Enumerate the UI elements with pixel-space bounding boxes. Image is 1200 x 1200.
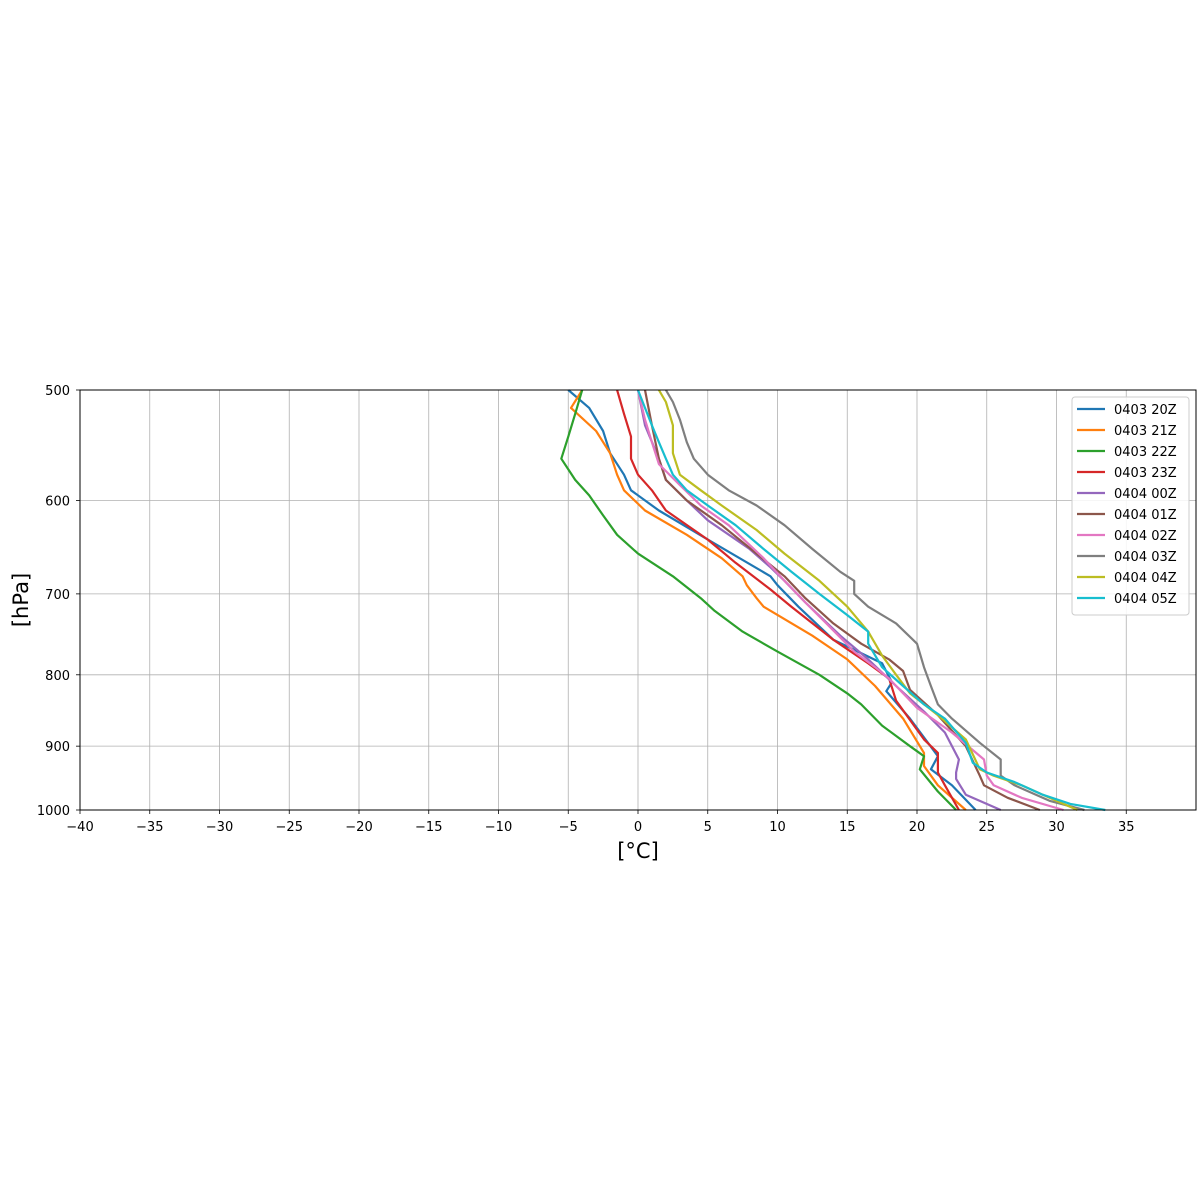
y-axis-ticks: 500 600 700 800 900 1000 bbox=[37, 384, 80, 819]
y-tick-label: 1000 bbox=[37, 804, 70, 819]
x-tick-label: −15 bbox=[415, 820, 442, 835]
x-tick-label: −25 bbox=[276, 820, 303, 835]
series-line-6 bbox=[636, 389, 1064, 812]
y-axis-label: [hPa] bbox=[9, 573, 33, 627]
legend-label-6: 0404 02Z bbox=[1114, 529, 1177, 544]
x-tick-label: 15 bbox=[839, 820, 856, 835]
x-axis-label: [°C] bbox=[617, 839, 659, 863]
x-tick-label: −40 bbox=[66, 820, 93, 835]
x-tick-label: −35 bbox=[136, 820, 163, 835]
grid bbox=[79, 389, 1196, 811]
series-line-3 bbox=[616, 389, 960, 811]
legend-label-4: 0404 00Z bbox=[1114, 487, 1177, 502]
y-tick-label: 700 bbox=[45, 588, 70, 603]
series-line-8 bbox=[657, 389, 1078, 812]
series-line-2 bbox=[560, 389, 957, 811]
x-tick-label: 25 bbox=[978, 820, 995, 835]
y-tick-label: 600 bbox=[45, 494, 70, 509]
series-line-0 bbox=[567, 389, 977, 811]
y-tick-label: 900 bbox=[45, 740, 70, 755]
x-tick-label: −5 bbox=[559, 820, 578, 835]
x-tick-label: −10 bbox=[485, 820, 512, 835]
legend-label-8: 0404 04Z bbox=[1114, 571, 1177, 586]
legend-label-0: 0403 20Z bbox=[1114, 403, 1177, 418]
x-tick-label: 0 bbox=[634, 820, 642, 835]
x-tick-label: 10 bbox=[769, 820, 786, 835]
series-lines bbox=[560, 389, 1106, 812]
x-tick-label: 5 bbox=[704, 820, 712, 835]
y-tick-label: 500 bbox=[45, 384, 70, 399]
legend-label-7: 0404 03Z bbox=[1114, 550, 1177, 565]
series-line-1 bbox=[569, 389, 967, 811]
legend-label-2: 0403 22Z bbox=[1114, 445, 1177, 460]
x-tick-label: −20 bbox=[345, 820, 372, 835]
x-tick-label: 30 bbox=[1048, 820, 1065, 835]
legend-label-3: 0403 23Z bbox=[1114, 466, 1177, 481]
x-tick-label: 35 bbox=[1118, 820, 1135, 835]
series-line-5 bbox=[643, 389, 1041, 812]
x-tick-label: 20 bbox=[909, 820, 926, 835]
legend: 0403 20Z 0403 21Z 0403 22Z 0403 23Z 0404 00Z… bbox=[1071, 396, 1190, 616]
legend-label-5: 0404 01Z bbox=[1114, 508, 1177, 523]
y-tick-label: 800 bbox=[45, 669, 70, 684]
legend-label-1: 0403 21Z bbox=[1114, 424, 1177, 439]
x-axis-ticks: −40 −35 −30 −25 −20 −15 −10 −5 0 5 10 15 20 25 30 35 bbox=[66, 810, 1135, 835]
legend-label-9: 0404 05Z bbox=[1114, 592, 1177, 607]
x-tick-label: −30 bbox=[206, 820, 233, 835]
series-line-7 bbox=[664, 389, 1085, 812]
series-line-9 bbox=[636, 389, 1106, 812]
